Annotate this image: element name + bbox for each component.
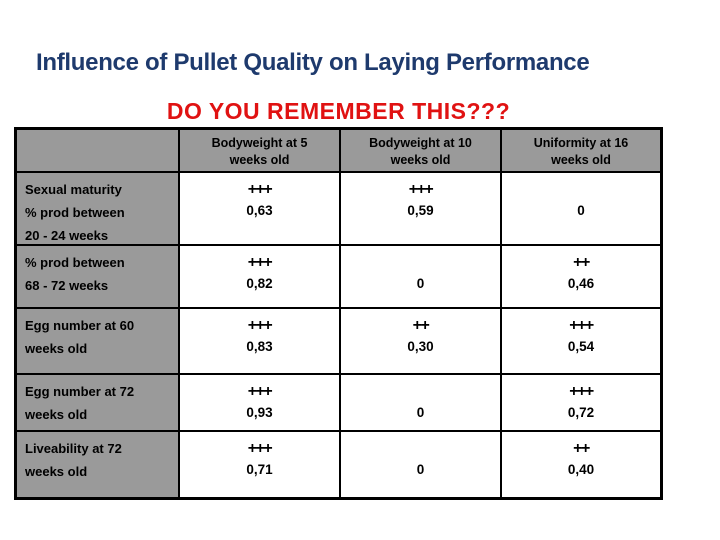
table-cell: +++ 0,82 [178,244,339,307]
correlation-value: 0 [577,203,585,218]
column-header-bodyweight-5wk: Bodyweight at 5 weeks old [178,130,339,171]
column-header-uniformity-16wk: Uniformity at 16 weeks old [500,130,660,171]
correlation-value: 0,72 [567,405,595,420]
slide-subtitle: DO YOU REMEMBER THIS??? [166,98,511,124]
correlation-value: 0,93 [246,405,273,420]
table-cell: +++ 0,63 [178,171,339,244]
correlation-strength: +++ [247,440,273,457]
table-cell: 0 [339,244,500,307]
table-cell: ++ 0,30 [339,307,500,373]
row-header-sexual-maturity: Sexual maturity % prod between 20 - 24 w… [17,171,178,244]
correlation-value: 0,82 [246,276,273,291]
table-cell: +++ 0,72 [500,373,660,430]
correlation-value: 0,40 [567,462,595,477]
correlation-value: 0,71 [246,462,273,477]
correlation-strength: +++ [569,317,594,334]
row-header-prod-68-72: % prod between 68 - 72 weeks [17,244,178,307]
correlation-value: 0,59 [407,203,434,218]
slide-title: Influence of Pullet Quality on Laying Pe… [36,49,590,76]
table-cell: +++ 0,59 [339,171,500,244]
correlation-strength [341,252,500,274]
correlation-value: 0,46 [567,276,595,291]
correlation-strength: +++ [247,383,273,400]
table-cell: 0 [500,171,660,244]
column-header-bodyweight-10wk: Bodyweight at 10 weeks old [339,130,500,171]
table-cell: 0 [339,430,500,497]
correlation-strength: ++ [412,317,430,334]
correlation-value: 0 [416,276,425,291]
correlation-value: 0 [416,462,425,477]
correlation-strength [341,438,500,460]
correlation-strength: +++ [247,317,273,334]
correlation-strength: ++ [573,254,590,271]
row-header-egg-number-60wk: Egg number at 60 weeks old [17,307,178,373]
table-cell: 0 [339,373,500,430]
table-cell: +++ 0,83 [178,307,339,373]
correlation-value: 0,54 [567,339,595,354]
correlation-strength: +++ [247,181,273,198]
correlation-strength: +++ [569,383,594,400]
correlation-value: 0,83 [246,339,273,354]
correlation-value: 0,30 [407,339,434,354]
row-header-egg-number-72wk: Egg number at 72 weeks old [17,373,178,430]
correlation-value: 0 [416,405,425,420]
table-cell: +++ 0,71 [178,430,339,497]
correlation-value: 0,63 [246,203,273,218]
correlation-strength: ++ [573,440,590,457]
table-cell: +++ 0,54 [500,307,660,373]
correlation-strength: +++ [408,181,434,198]
table-cell: +++ 0,93 [178,373,339,430]
correlation-strength [502,179,660,201]
table-cell: ++ 0,46 [500,244,660,307]
laying-performance-table: Bodyweight at 5 weeks old Bodyweight at … [14,127,663,500]
table-cell: ++ 0,40 [500,430,660,497]
correlation-strength [341,381,500,403]
table-corner-cell [17,130,178,171]
correlation-strength: +++ [247,254,273,271]
row-header-liveability-72wk: Liveability at 72 weeks old [17,430,178,497]
